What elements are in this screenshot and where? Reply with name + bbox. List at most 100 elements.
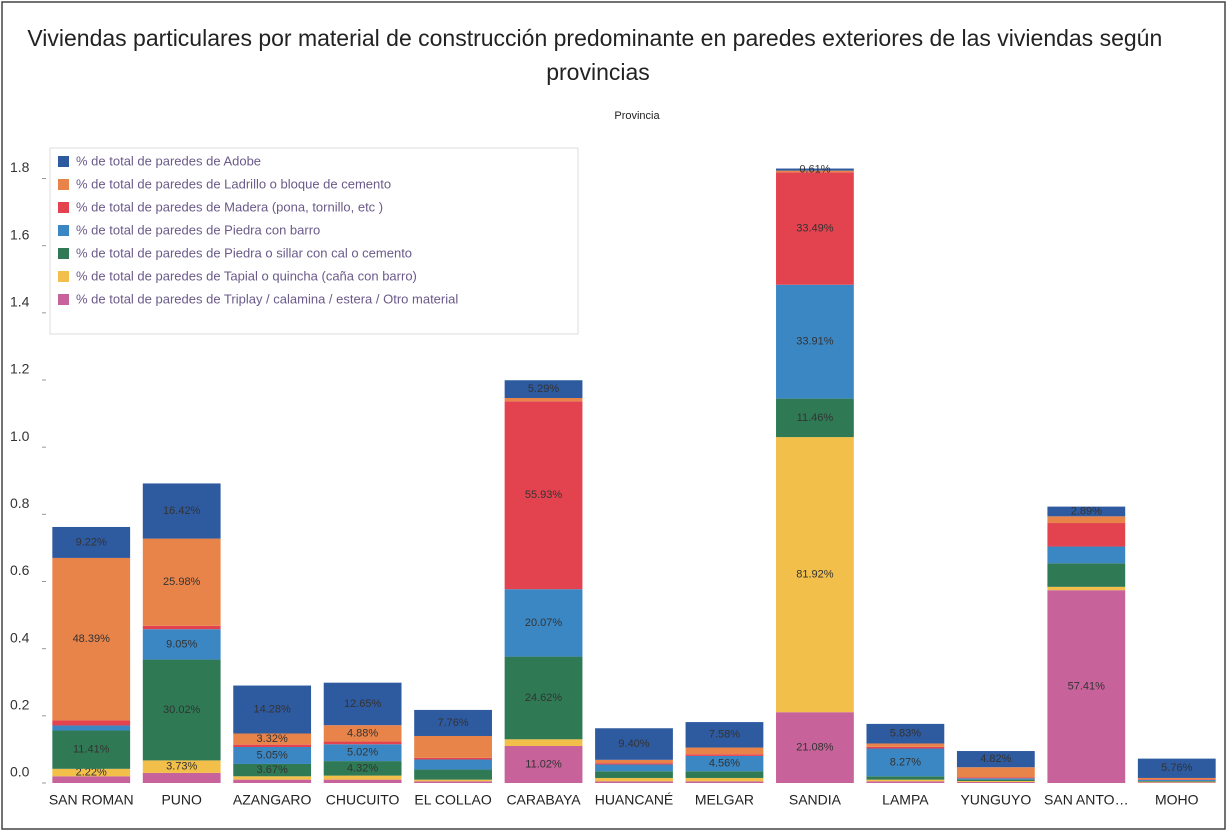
bar-segment (956, 778, 1035, 780)
data-label: 9.22% (76, 536, 107, 548)
data-label: 3.73% (166, 761, 197, 773)
x-tick-label: MELGAR (695, 792, 754, 808)
bar-segment (866, 776, 945, 780)
bar-segment (504, 398, 583, 402)
data-label: 30.02% (163, 704, 201, 716)
x-tick-label: PUNO (161, 792, 202, 808)
bar-segment (323, 775, 402, 780)
bar-segment (866, 779, 945, 782)
legend-swatch (58, 248, 69, 259)
y-tick-label: 1.8 (10, 159, 30, 175)
data-label: 20.07% (525, 617, 563, 629)
bar-segment (1047, 516, 1126, 524)
bar-segment (52, 557, 131, 721)
x-tick-label: SAN ROMAN (49, 792, 134, 808)
title-line: provincias (546, 59, 650, 85)
bar-segment (323, 761, 402, 776)
data-label: 12.65% (344, 698, 382, 710)
data-label: 4.82% (980, 753, 1011, 765)
bar-segment (595, 771, 673, 778)
bar-segment (142, 625, 221, 630)
bar-segment (595, 759, 673, 764)
y-tick-label: 0.2 (10, 697, 30, 713)
data-label: 5.83% (890, 728, 921, 740)
bar-segment (414, 769, 492, 780)
data-label: 21.08% (796, 742, 834, 754)
x-tick-label: AZANGARO (233, 792, 312, 808)
legend: % de total de paredes de Adobe % de total… (49, 147, 579, 335)
bar-segment (685, 722, 764, 748)
bar-segment (866, 723, 945, 744)
bar-segment (52, 776, 131, 783)
bar-segment (776, 284, 854, 399)
x-tick-label: CHUCUITO (326, 792, 400, 808)
bar-segment (323, 725, 402, 742)
data-label: 3.32% (257, 733, 288, 745)
bar-segment (52, 730, 131, 769)
data-label: 5.76% (1161, 762, 1192, 774)
data-label: 9.40% (618, 738, 649, 750)
bar-segment (414, 757, 492, 760)
bar-segment (1047, 523, 1126, 547)
bar-segment (595, 763, 673, 765)
data-label: 3.67% (257, 764, 288, 776)
x-tick-label: EL COLLAO (414, 792, 491, 808)
data-label: 14.28% (253, 703, 291, 715)
x-tick-label: HUANCANÉ (595, 792, 674, 808)
data-label: 57.41% (1068, 681, 1106, 693)
data-label: 48.39% (73, 633, 111, 645)
data-label: 25.98% (163, 576, 201, 588)
bar-segment (776, 398, 854, 438)
bar-segment (866, 748, 945, 777)
y-tick-label: 0.6 (10, 562, 30, 578)
bar-segment (1137, 777, 1216, 780)
bar-segment (685, 755, 764, 772)
data-label: 4.56% (709, 757, 740, 769)
bar-segment (685, 781, 764, 783)
bar-segment (142, 772, 221, 783)
bar-segment (685, 771, 764, 778)
bar-segment (1137, 782, 1216, 783)
bar-segment (233, 744, 312, 747)
bar-segment (504, 401, 583, 590)
data-label: 11.02% (525, 758, 562, 770)
x-tick-label: MOHO (1155, 792, 1199, 808)
data-label: 55.93% (525, 489, 563, 501)
legend-label: % de total de paredes de Ladrillo o bloq… (76, 176, 391, 191)
bar-segment (233, 779, 312, 783)
bar-segment (956, 767, 1035, 778)
bar-segment (595, 764, 673, 772)
bar-segment (866, 781, 945, 783)
legend-swatch (58, 202, 69, 213)
legend-swatch (58, 294, 69, 305)
y-tick-label: 0.8 (10, 495, 30, 511)
bar-segment (414, 735, 492, 758)
data-label: 2.89% (1071, 505, 1102, 517)
bar-segment (414, 759, 492, 770)
legend-label: % de total de paredes de Adobe (76, 153, 261, 168)
bar-segment (776, 712, 854, 783)
bar-segment (504, 656, 583, 740)
data-label: 33.91% (796, 336, 834, 348)
bar-segment (866, 746, 945, 749)
bar-segment (776, 437, 854, 713)
bar-segment (233, 763, 312, 777)
bar-segment (595, 777, 673, 782)
bar-segment (504, 739, 583, 746)
title-line: Viviendas particulares por material de c… (27, 25, 1162, 51)
legend-label: % de total de paredes de Tapial o quinch… (76, 268, 417, 283)
bar-segment (866, 743, 945, 747)
bar-segment (142, 760, 221, 773)
y-tick-label: 0.0 (10, 764, 30, 780)
bar-segment (323, 682, 402, 726)
bar-segment (414, 779, 492, 782)
bar-segment (323, 741, 402, 745)
data-label: 11.41% (73, 744, 110, 756)
y-tick-label: 1.2 (10, 361, 30, 377)
bar-segment (1047, 590, 1126, 783)
x-tick-label: YUNGUYO (960, 792, 1031, 808)
data-label: 5.29% (528, 383, 559, 395)
legend-swatch (58, 271, 69, 282)
chart-title: Viviendas particulares por material de c… (27, 25, 1168, 85)
